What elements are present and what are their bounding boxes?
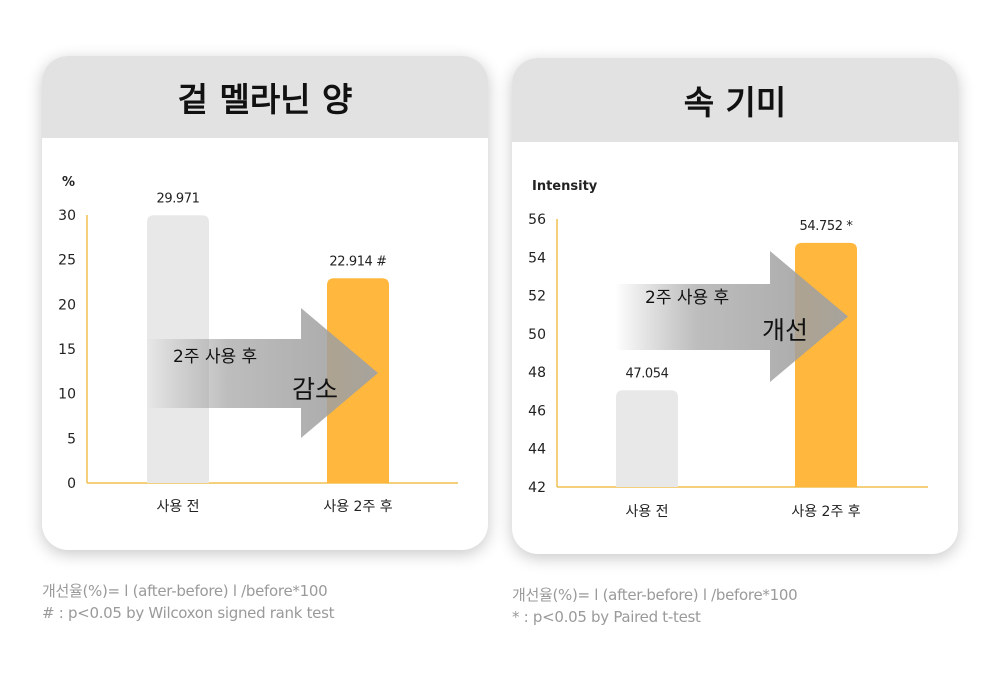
footnote-formula: 개선율(%)= l (after-before) l /before*100 [512,586,798,604]
x-category-label: 사용 전 [625,504,668,520]
change-arrow [615,251,848,382]
y-tick-label: 5 [67,431,76,447]
bar-before [616,390,678,487]
y-tick-label: 54 [528,250,546,266]
footnote-significance: * : p<0.05 by Paired t-test [512,608,701,626]
y-tick-label: 15 [58,342,76,358]
y-tick-label: 42 [528,480,546,496]
arrow-result-label: 개선 [762,316,808,345]
x-category-label: 사용 전 [156,499,199,515]
y-tick-label: 46 [528,403,546,419]
x-category-label: 사용 2주 후 [323,499,392,515]
y-tick-label: 25 [58,253,76,269]
change-arrow [146,308,378,438]
footnote-left: 개선율(%)= l (after-before) l /before*100 #… [42,580,335,624]
y-tick-label: 10 [58,387,76,403]
y-tick-label: 44 [528,442,546,458]
chart-card-melanin: 겉 멜라닌 양 % 0 5 10 15 20 25 30 29.971 사용 전 22.914 # 사… [42,56,488,550]
y-axis-label: % [62,175,75,190]
chart-title: 속 기미 [512,58,958,142]
y-tick-label: 52 [528,289,546,305]
data-label: 54.752 * [800,219,854,234]
bar-after [795,242,857,487]
chart-title: 겉 멜라닌 양 [42,56,488,138]
y-axis-label: Intensity [532,179,598,194]
y-tick-label: 50 [528,327,546,343]
y-tick-label: 30 [58,208,76,224]
chart-card-spots: 속 기미 Intensity 42 44 46 48 50 52 54 56 47.054 사용 전… [512,58,958,554]
data-label: 47.054 [625,366,668,381]
y-tick-label: 0 [67,476,76,492]
footnote-significance: # : p<0.05 by Wilcoxon signed rank test [42,604,335,622]
bar-chart-melanin: % 0 5 10 15 20 25 30 29.971 사용 전 22.914 # 사용 2주 후 2주… [58,175,458,515]
arrow-caption: 2주 사용 후 [645,288,729,308]
y-tick-label: 20 [58,297,76,313]
x-category-label: 사용 2주 후 [791,504,860,520]
arrow-caption: 2주 사용 후 [173,347,257,367]
data-label: 22.914 # [329,254,386,269]
y-tick-label: 56 [528,212,546,228]
arrow-result-label: 감소 [292,375,338,404]
footnote-right: 개선율(%)= l (after-before) l /before*100 *… [512,584,798,628]
footnote-formula: 개선율(%)= l (after-before) l /before*100 [42,582,328,600]
y-tick-label: 48 [528,365,546,381]
data-label: 29.971 [156,191,199,206]
bar-chart-spots: Intensity 42 44 46 48 50 52 54 56 47.054 사용 전 54.75… [528,179,928,520]
